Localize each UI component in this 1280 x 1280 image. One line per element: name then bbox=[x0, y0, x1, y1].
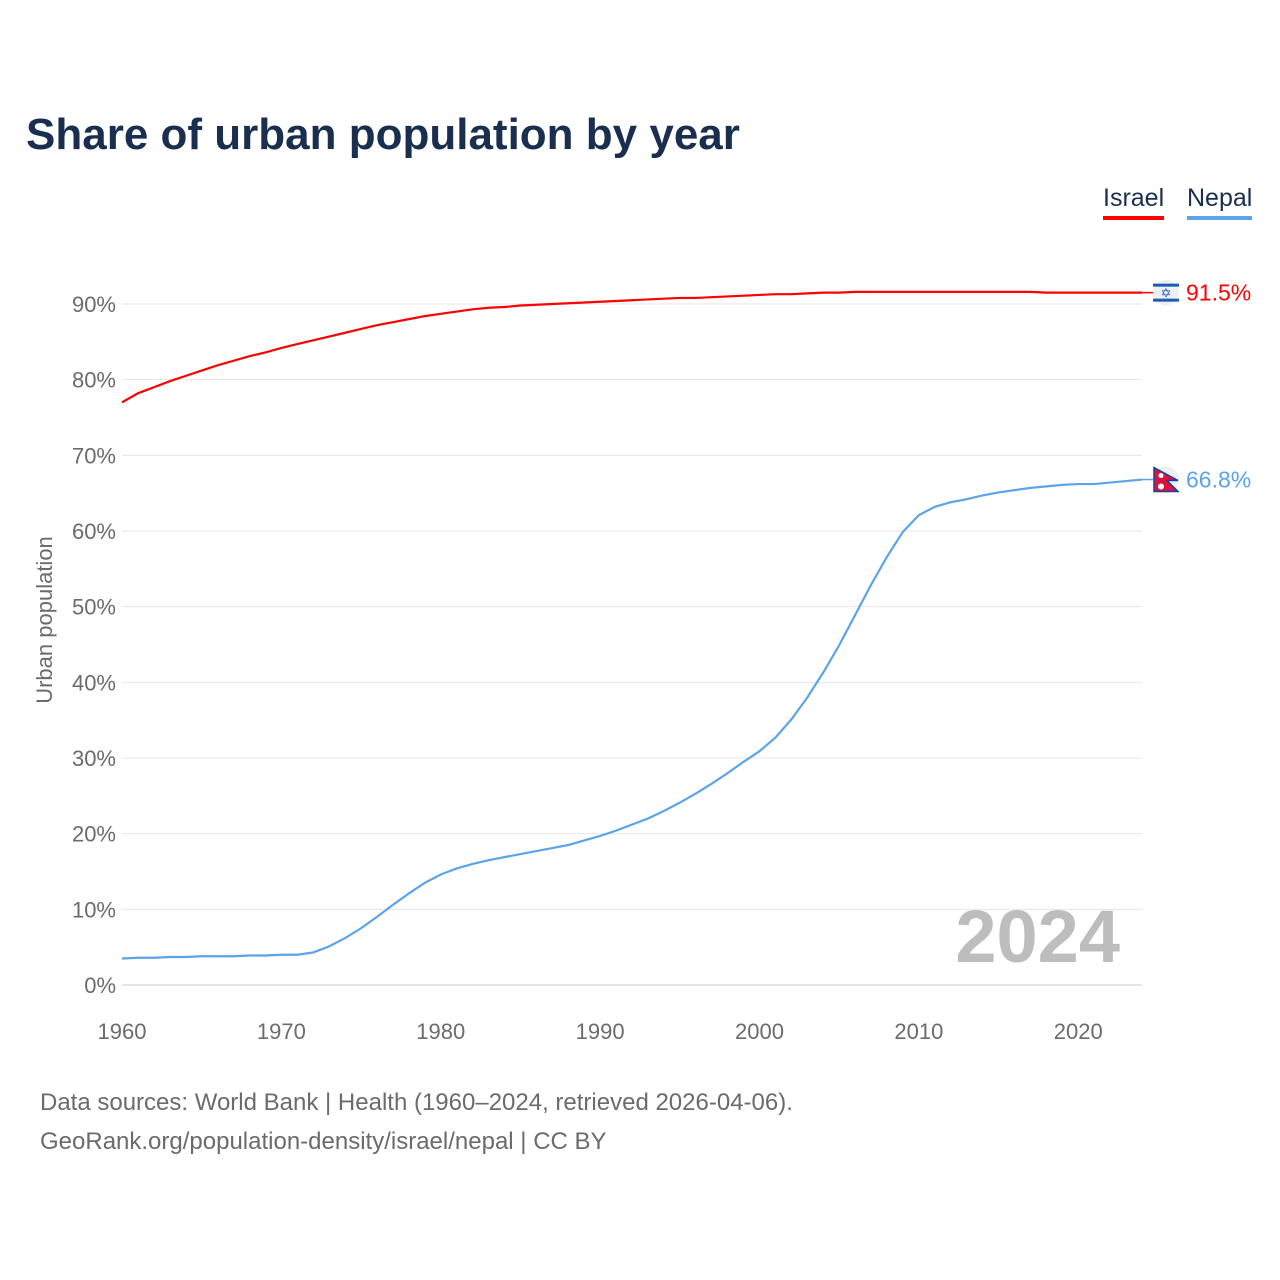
y-tick-label: 60% bbox=[72, 519, 116, 544]
y-tick-label: 0% bbox=[84, 973, 116, 998]
legend-item-nepal[interactable]: Nepal bbox=[1187, 184, 1253, 220]
series-line-nepal bbox=[121, 478, 1143, 960]
chart-title: Share of urban population by year bbox=[26, 110, 740, 159]
flag-stripe bbox=[1153, 298, 1179, 302]
x-tick-label: 1970 bbox=[257, 1019, 306, 1044]
y-tick-label: 40% bbox=[72, 670, 116, 695]
flag-stripe bbox=[1153, 283, 1179, 287]
y-tick-label: 10% bbox=[72, 897, 116, 922]
y-tick-label: 20% bbox=[72, 822, 116, 847]
year-watermark: 2024 bbox=[955, 895, 1120, 978]
flag-sun bbox=[1158, 483, 1164, 490]
legend-item-israel[interactable]: Israel bbox=[1103, 184, 1165, 220]
y-axis-label: Urban population bbox=[32, 536, 57, 704]
x-tick-label: 1990 bbox=[576, 1019, 625, 1044]
source-line: Data sources: World Bank | Health (1960–… bbox=[40, 1089, 793, 1116]
y-tick-label: 80% bbox=[72, 368, 116, 393]
y-tick-label: 30% bbox=[72, 746, 116, 771]
x-tick-label: 2010 bbox=[894, 1019, 943, 1044]
x-tick-label: 2020 bbox=[1054, 1019, 1103, 1044]
y-tick-label: 50% bbox=[72, 595, 116, 620]
y-tick-label: 70% bbox=[72, 443, 116, 468]
star-of-david-icon: ✡ bbox=[1161, 286, 1172, 301]
flag-moon bbox=[1158, 473, 1164, 479]
series-line-israel bbox=[121, 290, 1142, 404]
x-tick-label: 2000 bbox=[735, 1019, 784, 1044]
end-value-label: 91.5% bbox=[1186, 280, 1251, 306]
x-tick-label: 1960 bbox=[98, 1019, 147, 1044]
source-link[interactable]: GeoRank.org/population-density/israel/ne… bbox=[40, 1128, 607, 1155]
end-value-label: 66.8% bbox=[1186, 467, 1251, 493]
y-tick-label: 90% bbox=[72, 292, 116, 317]
x-tick-label: 1980 bbox=[416, 1019, 465, 1044]
